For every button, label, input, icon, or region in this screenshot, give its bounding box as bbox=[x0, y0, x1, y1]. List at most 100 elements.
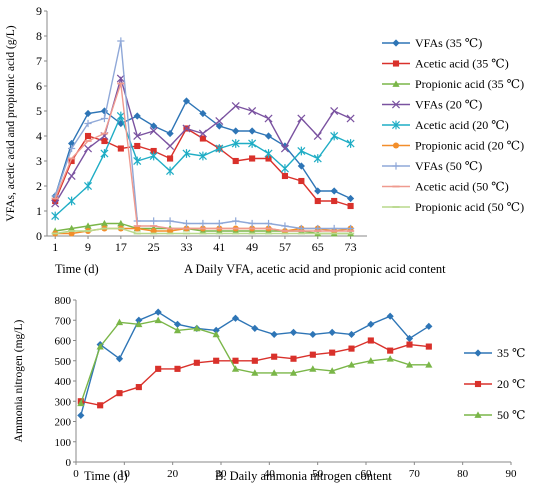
chart-b-data-point bbox=[347, 361, 356, 368]
chart-b-data-point bbox=[77, 399, 85, 407]
chart-a-data-point bbox=[84, 132, 92, 140]
chart-b-y-tick-label: 600 bbox=[55, 336, 72, 348]
chart-a-data-point bbox=[117, 219, 125, 227]
chart-a-series-line bbox=[54, 40, 351, 230]
chart-a-legend-item: Propionic acid (50 ℃) bbox=[382, 200, 524, 214]
chart-a-legend-item: VFAs (35 ℃) bbox=[382, 36, 482, 50]
chart-b-x-tick-label: 20 bbox=[167, 468, 179, 480]
chart-a-data-point bbox=[116, 111, 125, 121]
chart-b-caption: B. Daily ammonia nitrogen content bbox=[215, 469, 392, 483]
chart-a-data-point bbox=[264, 132, 273, 140]
chart-b-data-point bbox=[386, 355, 394, 362]
chart-a-data-point bbox=[133, 156, 142, 166]
chart-a-x-tick-label: 41 bbox=[213, 240, 225, 254]
chart-a-data-point bbox=[100, 219, 109, 227]
chart-b-x-tick-label: 0 bbox=[73, 468, 79, 480]
chart-a-data-point bbox=[281, 172, 289, 180]
chart-a-legend-marker bbox=[392, 60, 400, 67]
chart-a-data-point bbox=[280, 144, 289, 153]
chart-a-data-point bbox=[264, 114, 273, 123]
chart-a-data-point bbox=[134, 142, 141, 150]
chart-b-data-point bbox=[135, 320, 143, 328]
chart-b-data-point bbox=[173, 320, 182, 328]
chart-a-data-point bbox=[248, 219, 256, 228]
chart-a-y-tick-label: 5 bbox=[36, 104, 42, 118]
chart-a-data-point bbox=[297, 146, 306, 156]
chart-b-series-20 bbox=[77, 337, 432, 409]
chart-a-data-point bbox=[51, 199, 60, 208]
chart-b-y-tick-label: 200 bbox=[55, 417, 72, 429]
chart-a-data-point bbox=[149, 126, 158, 136]
chart-b-legend-marker bbox=[474, 411, 482, 418]
chart-a-legend-item: Propionic acid (35 ℃) bbox=[382, 77, 524, 91]
chart-a-data-point bbox=[166, 217, 174, 225]
chart-a-data-point bbox=[182, 219, 191, 228]
chart-b-legend-item: 50 ℃ bbox=[464, 408, 525, 422]
chart-a-y-tick-label: 7 bbox=[36, 54, 42, 68]
chart-a-data-point bbox=[166, 166, 175, 176]
chart-b-x-tick-label: 60 bbox=[361, 468, 373, 480]
chart-b-data-point bbox=[367, 357, 375, 364]
chart-a-data-point bbox=[330, 106, 339, 116]
chart-a-legend-item: VFAs (50 ℃) bbox=[382, 159, 482, 173]
chart-b-data-point bbox=[173, 326, 182, 334]
chart-a-data-point bbox=[67, 196, 76, 206]
chart-a-data-point bbox=[150, 122, 158, 130]
chart-b-data-point bbox=[231, 314, 240, 322]
chart-a-x-tick-label: 1 bbox=[52, 240, 58, 254]
chart-a-legend-marker bbox=[392, 142, 400, 149]
chart-a-data-point bbox=[215, 219, 223, 228]
chart-a-x-tick-label: 65 bbox=[312, 240, 324, 254]
chart-a-series-acetic-acid-50 bbox=[51, 82, 355, 232]
chart-a-series-line bbox=[54, 114, 351, 217]
chart-b-y-tick-label: 800 bbox=[55, 295, 72, 307]
chart-b-x-tick-label: 10 bbox=[119, 468, 131, 480]
chart-b-x-tick-label: 40 bbox=[264, 468, 276, 480]
chart-b-data-point bbox=[386, 312, 394, 320]
chart-a-legend-item: Propionic acid (20 ℃) bbox=[382, 139, 524, 153]
chart-a-data-point bbox=[149, 151, 158, 161]
chart-b-data-point bbox=[347, 330, 356, 339]
chart-a-data-point bbox=[298, 177, 305, 185]
chart-a-legend-label: Propionic acid (35 ℃) bbox=[415, 77, 524, 91]
chart-a-y-tick-label: 2 bbox=[36, 179, 42, 193]
chart-a-y-tick-label: 8 bbox=[36, 29, 42, 43]
chart-b-data-point bbox=[116, 390, 123, 397]
chart-b-data-point bbox=[251, 369, 259, 376]
chart-a-data-point bbox=[84, 109, 92, 118]
chart-a-legend-label: VFAs (50 ℃) bbox=[415, 159, 482, 173]
chart-a-data-point bbox=[314, 197, 321, 205]
chart-a-x-tick-label: 49 bbox=[246, 240, 258, 254]
chart-a-data-point bbox=[330, 131, 339, 141]
chart-a-data-point bbox=[133, 112, 141, 120]
chart-a-data-point bbox=[134, 225, 141, 232]
chart-a-data-point bbox=[100, 149, 109, 158]
chart-b-data-point bbox=[251, 324, 259, 332]
chart-b-data-point bbox=[406, 341, 413, 348]
chart-b-data-point bbox=[271, 353, 278, 360]
chart-a-data-point bbox=[232, 157, 239, 165]
chart-a-data-point bbox=[330, 187, 338, 195]
chart-a-data-point bbox=[280, 164, 289, 173]
chart-a-data-point bbox=[231, 139, 240, 148]
chart-b-data-point bbox=[309, 330, 317, 339]
chart-a-legend-item: Acetic acid (20 ℃) bbox=[382, 118, 509, 132]
chart-b-y-tick-label: 0 bbox=[66, 457, 72, 469]
chart-a-data-point bbox=[231, 101, 240, 111]
chart-b-ammonia: 0 100 200 300 400 500 600 700 800 0 10 20 30 40 50 60 70… bbox=[13, 295, 525, 483]
chart-b-legend-label: 20 ℃ bbox=[497, 377, 525, 391]
chart-b-data-point bbox=[367, 337, 374, 344]
chart-a-data-point bbox=[248, 106, 257, 116]
chart-a-data-point bbox=[198, 151, 207, 161]
chart-b-y-tick-label: 400 bbox=[55, 376, 72, 388]
chart-a-series-acetic-acid-20 bbox=[51, 111, 355, 221]
chart-b-data-point bbox=[155, 365, 162, 372]
chart-b-data-point bbox=[174, 365, 181, 372]
chart-a-legend-marker bbox=[391, 100, 401, 109]
chart-b-data-point bbox=[212, 330, 220, 338]
chart-a-x-tick-label: 17 bbox=[115, 240, 127, 254]
chart-a-legend-label: VFAs (20 ℃) bbox=[415, 98, 482, 112]
chart-a-data-point bbox=[248, 127, 256, 135]
chart-b-data-point bbox=[77, 411, 85, 420]
